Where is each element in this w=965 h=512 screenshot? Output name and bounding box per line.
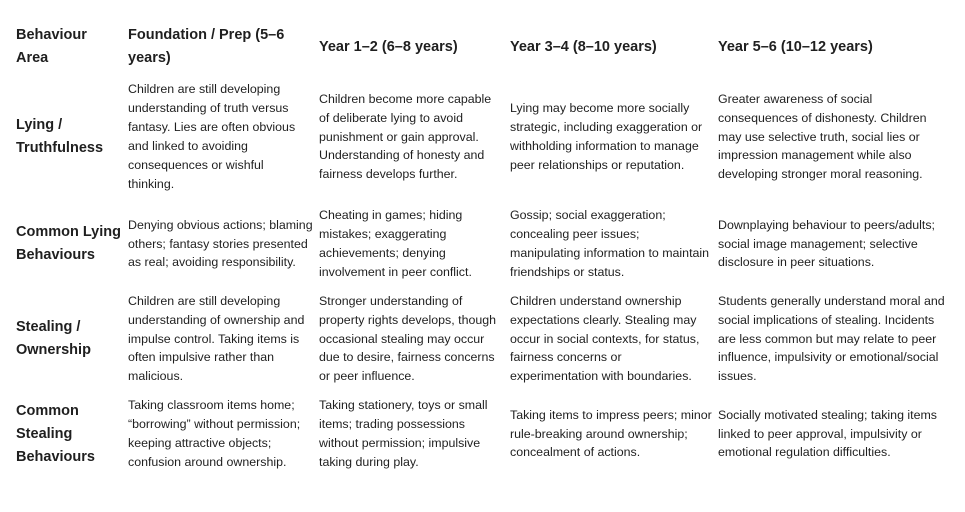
table-cell: Children understand ownership expectatio… (510, 293, 700, 384)
table-cell: Greater awareness of social consequences… (718, 91, 927, 182)
table-cell: Children become more capable of delibera… (319, 91, 492, 182)
header-year-3-4: Year 3–4 (8–10 years) (510, 38, 657, 55)
table-cell: Downplaying behaviour to peers/adults; s… (718, 217, 935, 270)
behaviour-table: Behaviour Area Foundation / Prep (5–6 ye… (10, 18, 945, 480)
table-cell: Socially motivated stealing; taking item… (718, 407, 938, 460)
table-cell: Cheating in games; hiding mistakes; exag… (319, 208, 472, 279)
table-cell: Children are still developing understand… (128, 82, 296, 191)
table-row-lying-truthfulness: Lying / Truthfulness Children are still … (10, 76, 945, 198)
table-cell: Gossip; social exaggeration; concealing … (510, 208, 710, 279)
header-year-1-2: Year 1–2 (6–8 years) (319, 38, 458, 55)
table-row-common-stealing-behaviours: Common Stealing Behaviours Taking classr… (10, 388, 945, 480)
table-cell: Denying obvious actions; blaming others;… (128, 217, 313, 270)
table-cell: Taking classroom items home; “borrowing”… (128, 398, 301, 469)
table-cell: Taking items to impress peers; minor rul… (510, 407, 712, 460)
table-cell: Children are still developing understand… (128, 293, 305, 384)
table-cell: Students generally understand moral and … (718, 293, 945, 384)
table-cell: Taking stationery, toys or small items; … (319, 398, 488, 469)
row-label: Lying / Truthfulness (16, 117, 104, 156)
table-row-common-lying-behaviours: Common Lying Behaviours Denying obvious … (10, 198, 945, 290)
row-label: Common Stealing Behaviours (16, 402, 95, 465)
table-header-row: Behaviour Area Foundation / Prep (5–6 ye… (10, 18, 945, 76)
header-foundation-prep: Foundation / Prep (5–6 years) (128, 27, 285, 66)
table-row-stealing-ownership: Stealing / Ownership Children are still … (10, 290, 945, 388)
header-behaviour-area: Behaviour Area (16, 27, 87, 66)
row-label: Common Lying Behaviours (16, 224, 121, 263)
header-year-5-6: Year 5–6 (10–12 years) (718, 38, 873, 55)
row-label: Stealing / Ownership (16, 319, 91, 358)
table-cell: Lying may become more socially strategic… (510, 101, 703, 172)
table-cell: Stronger understanding of property right… (319, 293, 497, 384)
